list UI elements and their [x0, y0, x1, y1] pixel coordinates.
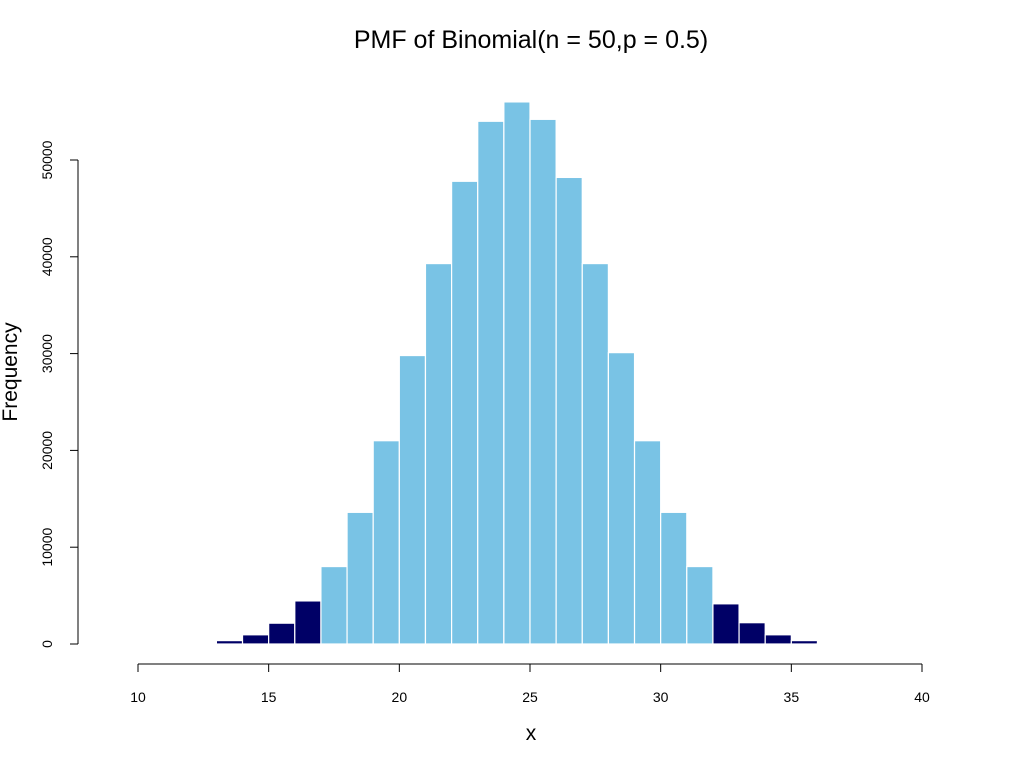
histogram-bar-30-31 [660, 511, 688, 645]
histogram-bar-14-15 [241, 634, 270, 645]
histogram-bar-12-13 [189, 642, 217, 645]
histogram-bar-34-35 [764, 634, 792, 645]
y-tick-label-30000: 30000 [39, 334, 55, 373]
histogram-bar-19-20 [372, 440, 400, 645]
y-tick-label-0: 0 [39, 640, 55, 648]
histogram-bar-37-38 [842, 643, 871, 645]
histogram-bar-28-29 [607, 352, 636, 645]
histogram-bar-33-34 [738, 622, 766, 645]
histogram-bar-36-37 [816, 642, 845, 645]
x-tick-label-15: 15 [261, 689, 277, 705]
histogram-bar-24-25 [503, 101, 531, 645]
y-tick-label-10000: 10000 [39, 528, 55, 567]
y-tick-label-50000: 50000 [39, 140, 55, 179]
x-tick-label-10: 10 [130, 689, 146, 705]
histogram-bar-18-19 [346, 511, 374, 645]
histogram-bar-32-33 [712, 603, 740, 645]
histogram-bar-27-28 [581, 262, 609, 645]
x-axis: 10 15 20 25 30 35 40 [130, 663, 930, 705]
y-tick-label-40000: 40000 [39, 237, 55, 276]
x-tick-label-30: 30 [653, 689, 669, 705]
histogram-bar-22-23 [451, 180, 479, 645]
x-tick-label-40: 40 [914, 689, 930, 705]
chart-title: PMF of Binomial(n = 50,p = 0.5) [354, 26, 708, 54]
y-axis: 0 10000 20000 30000 40000 50000 [39, 140, 79, 648]
histogram-bar-11-12 [163, 643, 191, 645]
x-tick-label-20: 20 [392, 689, 408, 705]
histogram-bar-25-26 [529, 118, 557, 645]
y-axis-label: Frequency [0, 322, 22, 422]
x-axis-label: x [526, 722, 537, 745]
histogram-bar-35-36 [790, 640, 819, 645]
x-tick-label-35: 35 [784, 689, 800, 705]
bars-group [163, 101, 871, 645]
histogram-bar-17-18 [320, 565, 348, 645]
histogram-bar-20-21 [398, 354, 427, 645]
x-tick-label-25: 25 [522, 689, 538, 705]
histogram-bar-13-14 [215, 640, 244, 645]
histogram-bar-31-32 [686, 565, 714, 645]
histogram-bar-26-27 [555, 176, 583, 645]
histogram-bar-21-22 [424, 262, 453, 645]
histogram-bar-23-24 [477, 120, 505, 645]
histogram-bar-29-30 [633, 440, 662, 645]
y-tick-label-20000: 20000 [39, 431, 55, 470]
histogram-bar-16-17 [294, 600, 322, 645]
histogram-bar-15-16 [268, 622, 296, 645]
